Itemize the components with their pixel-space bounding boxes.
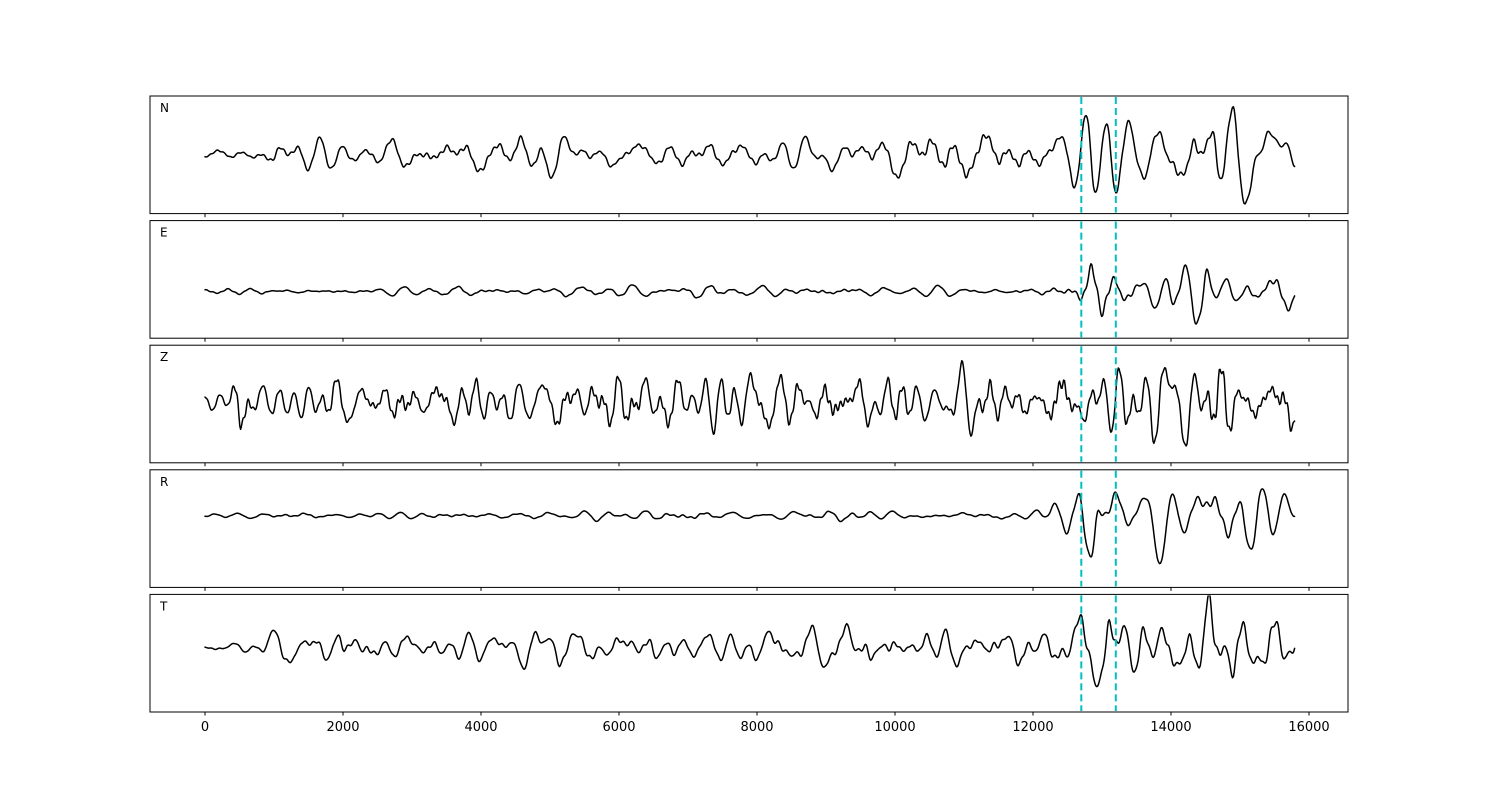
panel-R: R: [149, 469, 1349, 591]
x-axis-tick-label: 16000: [1288, 720, 1329, 735]
panel-T: T: [149, 593, 1349, 716]
x-axis-tick-label: 0: [201, 720, 209, 735]
x-axis-tick-label: 6000: [602, 720, 635, 735]
panel-label-N: N: [160, 101, 169, 115]
panel-frame: [149, 593, 1349, 713]
panel-Z: Z: [149, 344, 1349, 467]
x-axis-tick-label: 8000: [740, 720, 773, 735]
waveform-trace-R: [204, 488, 1296, 565]
panel-N: N: [149, 95, 1349, 218]
x-axis-tick-label: 4000: [464, 720, 497, 735]
x-axis-tick-label: 2000: [326, 720, 359, 735]
waveform-trace-Z: [204, 359, 1296, 447]
panel-frame: [149, 220, 1349, 339]
panel-label-E: E: [160, 226, 168, 240]
x-axis-tick-label: 10000: [874, 720, 915, 735]
panel-frame: [149, 344, 1349, 464]
panel-label-T: T: [159, 599, 168, 613]
x-axis-tick-label: 14000: [1150, 720, 1191, 735]
x-axis-tick-label: 12000: [1012, 720, 1053, 735]
waveform-trace-N: [204, 106, 1296, 205]
waveform-trace-E: [204, 263, 1296, 325]
panel-E: E: [149, 220, 1349, 342]
waveform-trace-T: [204, 595, 1296, 688]
panel-frame: [149, 469, 1349, 588]
panel-label-Z: Z: [160, 350, 168, 364]
panel-label-R: R: [160, 475, 168, 489]
